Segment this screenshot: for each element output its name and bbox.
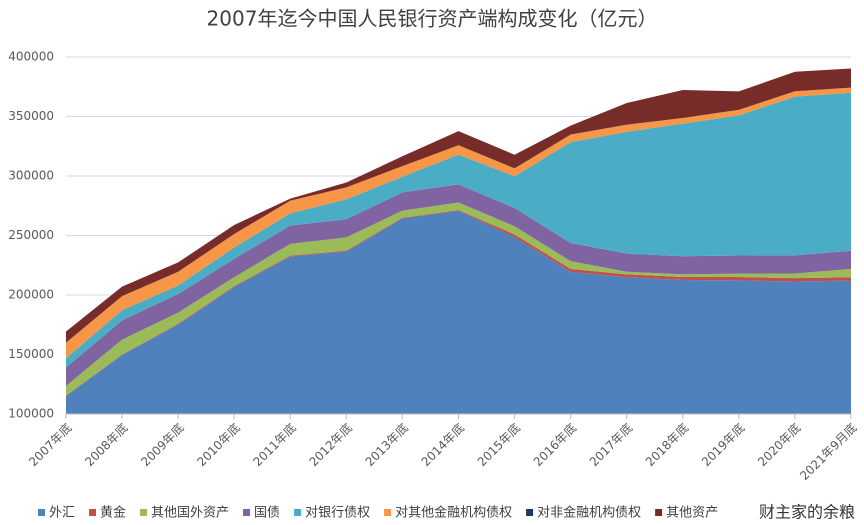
legend-swatch <box>38 509 45 516</box>
x-tick-label: 2019年底 <box>698 420 747 469</box>
legend-label: 其他国外资产 <box>151 506 229 521</box>
y-tick-label: 100000 <box>8 407 54 421</box>
x-tick-label: 2014年底 <box>418 420 467 469</box>
x-tick-label: 2017年底 <box>586 420 635 469</box>
x-tick-label: 2009年底 <box>138 420 187 469</box>
area <box>66 92 851 368</box>
x-tick-label: 2018年底 <box>642 420 691 469</box>
legend-label: 黄金 <box>100 505 126 521</box>
legend-swatch <box>140 509 148 516</box>
x-tick-label: 2021年9月底 <box>797 420 860 483</box>
legend-swatch <box>655 509 663 516</box>
y-tick-label: 350000 <box>8 109 54 123</box>
y-tick-label: 150000 <box>8 347 54 361</box>
legend-label: 外汇 <box>49 506 75 521</box>
y-tick-label: 400000 <box>8 50 54 64</box>
area <box>66 210 851 414</box>
legend-label: 对银行债权 <box>305 505 370 521</box>
area <box>66 68 851 343</box>
legend-swatch <box>294 509 302 516</box>
x-tick-label: 2012年底 <box>306 420 355 469</box>
legend-swatch <box>89 509 97 516</box>
legend-swatch <box>384 509 392 516</box>
chart-title: 2007年迄今中国人民银行资产端构成变化（亿元） <box>207 7 658 31</box>
legend-label: 对非金融机构债权 <box>537 505 641 521</box>
legend-label: 国债 <box>254 506 280 521</box>
legend-swatch <box>243 509 251 516</box>
y-tick-label: 300000 <box>8 169 54 183</box>
watermark: 财主家的余粮 <box>759 503 855 522</box>
legend-swatch <box>526 509 534 516</box>
y-tick-label: 250000 <box>8 228 54 242</box>
x-tick-label: 2015年底 <box>474 420 523 469</box>
x-tick-label: 2008年底 <box>81 420 130 469</box>
x-tick-label: 2016年底 <box>530 420 579 469</box>
x-tick-label: 2007年底 <box>25 420 74 469</box>
x-tick-label: 2013年底 <box>362 420 411 469</box>
x-tick-label: 2020年底 <box>754 420 803 469</box>
x-tick-label: 2010年底 <box>194 420 243 469</box>
y-tick-label: 200000 <box>8 288 54 302</box>
legend-label: 其他资产 <box>666 506 718 521</box>
legend-label: 对其他金融机构债权 <box>395 505 512 521</box>
x-tick-label: 2011年底 <box>250 420 299 469</box>
